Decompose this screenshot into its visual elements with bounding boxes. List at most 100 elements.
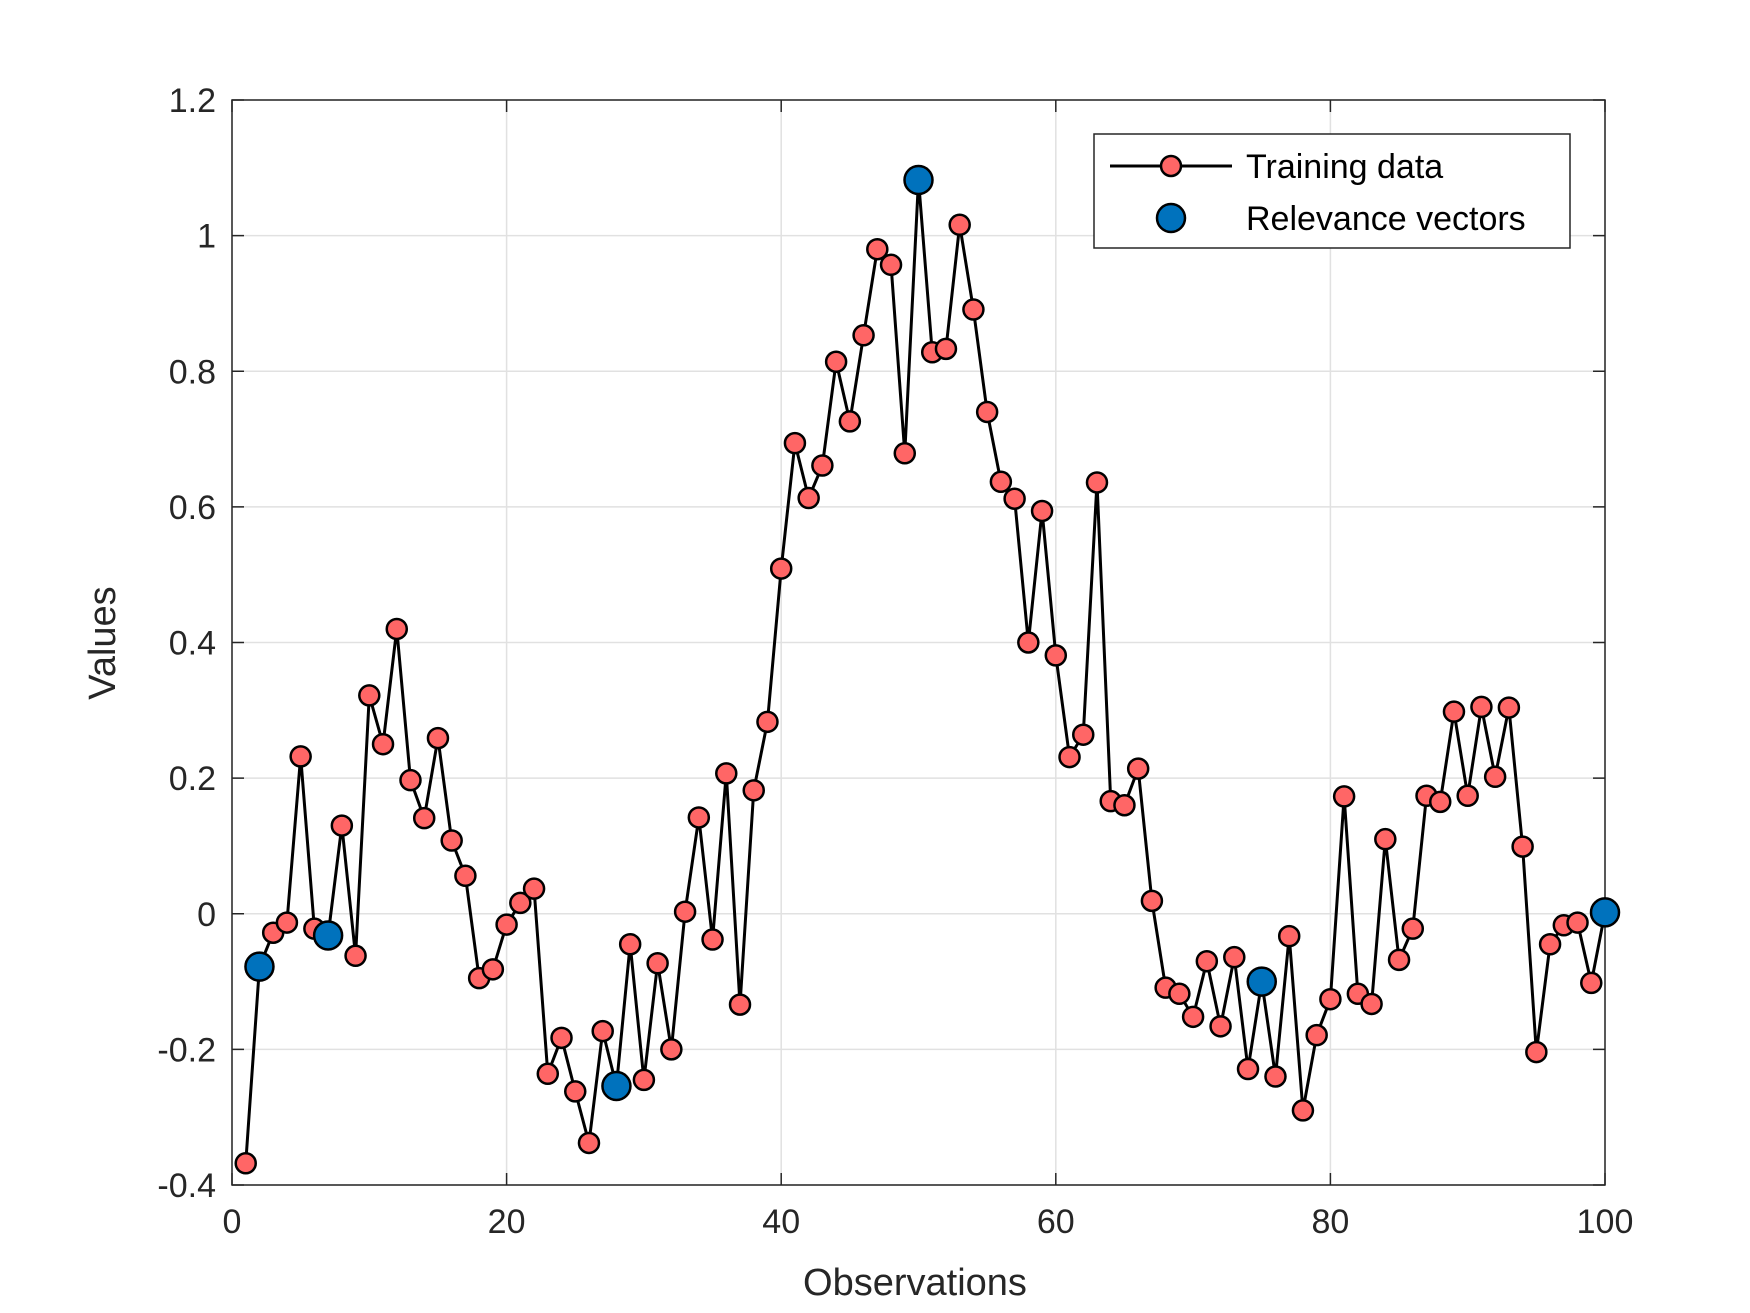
x-axis-label: Observations (803, 1262, 1027, 1304)
training-data-point (1580, 971, 1603, 995)
training-data-point (1360, 992, 1383, 1016)
training-data-point (1236, 1057, 1260, 1081)
training-data-point (289, 745, 312, 768)
training-data-point (1113, 794, 1136, 817)
training-data-point (1332, 785, 1356, 808)
training-data-point (756, 710, 779, 734)
y-axis-label: Values (82, 586, 124, 699)
training-data-point (866, 237, 889, 261)
training-data-point (1168, 982, 1191, 1006)
training-data-point (715, 762, 738, 785)
training-data-point (852, 324, 875, 347)
legend: Training data Relevance vectors (1093, 133, 1571, 249)
y-tick-label: 0 (197, 896, 216, 934)
training-data-point (948, 213, 971, 237)
training-data-point (1305, 1023, 1328, 1047)
y-tick-label: 0.6 (169, 489, 216, 527)
y-tick-label: 1.2 (169, 82, 216, 120)
training-data-point (632, 1068, 656, 1092)
training-data-point (1497, 696, 1521, 719)
training-data-point (1566, 911, 1589, 934)
legend-relevance-label: Relevance vectors (1246, 200, 1526, 238)
training-data-point (1030, 499, 1054, 523)
training-data-point (330, 814, 354, 837)
training-data-point (522, 877, 546, 900)
relevance-vector-point (244, 951, 275, 982)
x-tick-label: 40 (762, 1203, 800, 1241)
training-data-point (426, 726, 450, 750)
training-data-point (385, 617, 409, 641)
training-data-point (509, 891, 532, 915)
training-data-point (1374, 827, 1397, 851)
training-data-point (1072, 723, 1095, 746)
training-data-point (811, 454, 834, 477)
training-data-point (1181, 1005, 1205, 1029)
training-data-point (742, 779, 765, 802)
training-data-point (1470, 695, 1493, 719)
training-data-point (344, 944, 367, 968)
relevance-vector-point (1246, 966, 1277, 997)
training-data-point (975, 400, 999, 424)
training-data-point (1291, 1099, 1315, 1122)
training-data-point (701, 928, 724, 951)
training-data-point (454, 864, 477, 888)
legend-training-label: Training data (1246, 148, 1443, 186)
relevance-vector-point (601, 1070, 632, 1102)
training-data-point (1511, 835, 1534, 858)
training-data-point (399, 768, 422, 792)
training-data-point (1483, 765, 1507, 789)
x-tick-label: 20 (488, 1203, 526, 1241)
training-data-point (1428, 790, 1452, 814)
training-data-point (1456, 784, 1479, 808)
training-data-point (1319, 987, 1342, 1011)
training-data-point (440, 829, 463, 852)
training-data-point (1195, 949, 1219, 973)
training-data-point (673, 900, 697, 923)
training-data-point (618, 933, 642, 956)
legend-training-marker (1159, 154, 1183, 178)
x-tick-label: 60 (1037, 1203, 1075, 1241)
training-data-point (1538, 933, 1562, 956)
x-tick-label: 100 (1577, 1203, 1634, 1241)
training-data-point (1264, 1065, 1287, 1088)
training-data-line (244, 178, 1607, 1164)
training-data-point (1401, 917, 1425, 940)
training-data-point (934, 337, 958, 361)
training-data-point (1126, 757, 1150, 780)
training-data-point (234, 1152, 257, 1175)
training-data-point (577, 1131, 601, 1155)
training-data-point (879, 253, 903, 277)
training-data-point (1277, 924, 1301, 948)
y-tick-labels: -0.4 -0.2 0 0.2 0.4 0.6 0.8 1 1.2 (157, 82, 216, 1205)
training-data-point (275, 911, 299, 934)
training-data-point (481, 958, 505, 981)
training-data-point (1058, 745, 1081, 769)
training-data-point (412, 806, 436, 830)
training-data-point (1017, 631, 1040, 654)
training-data-point (1525, 1040, 1548, 1064)
training-data-point (1209, 1015, 1232, 1038)
y-tick-label: -0.4 (157, 1167, 216, 1205)
training-data-point (1085, 471, 1109, 494)
training-data-point (1387, 948, 1411, 972)
y-tick-label: 1 (197, 218, 216, 256)
training-data-point (728, 993, 752, 1016)
training-data-point (371, 732, 395, 756)
training-data-point (660, 1038, 683, 1061)
x-tick-label: 80 (1311, 1203, 1349, 1241)
training-data-point (989, 470, 1013, 494)
training-data-point (1003, 487, 1026, 510)
training-data-point (783, 431, 807, 455)
x-tick-labels: 0 20 40 60 80 100 (223, 1203, 1634, 1241)
training-data-point (1223, 945, 1246, 969)
relevance-vector-point (312, 920, 344, 951)
training-data-point (838, 410, 862, 433)
training-data-point (564, 1080, 587, 1103)
y-tick-label: 0.2 (169, 760, 216, 798)
training-data-point (962, 298, 985, 321)
training-data-point (1044, 644, 1068, 667)
training-data-point (687, 806, 711, 829)
training-data-point (646, 952, 669, 975)
training-data-point (769, 557, 793, 580)
